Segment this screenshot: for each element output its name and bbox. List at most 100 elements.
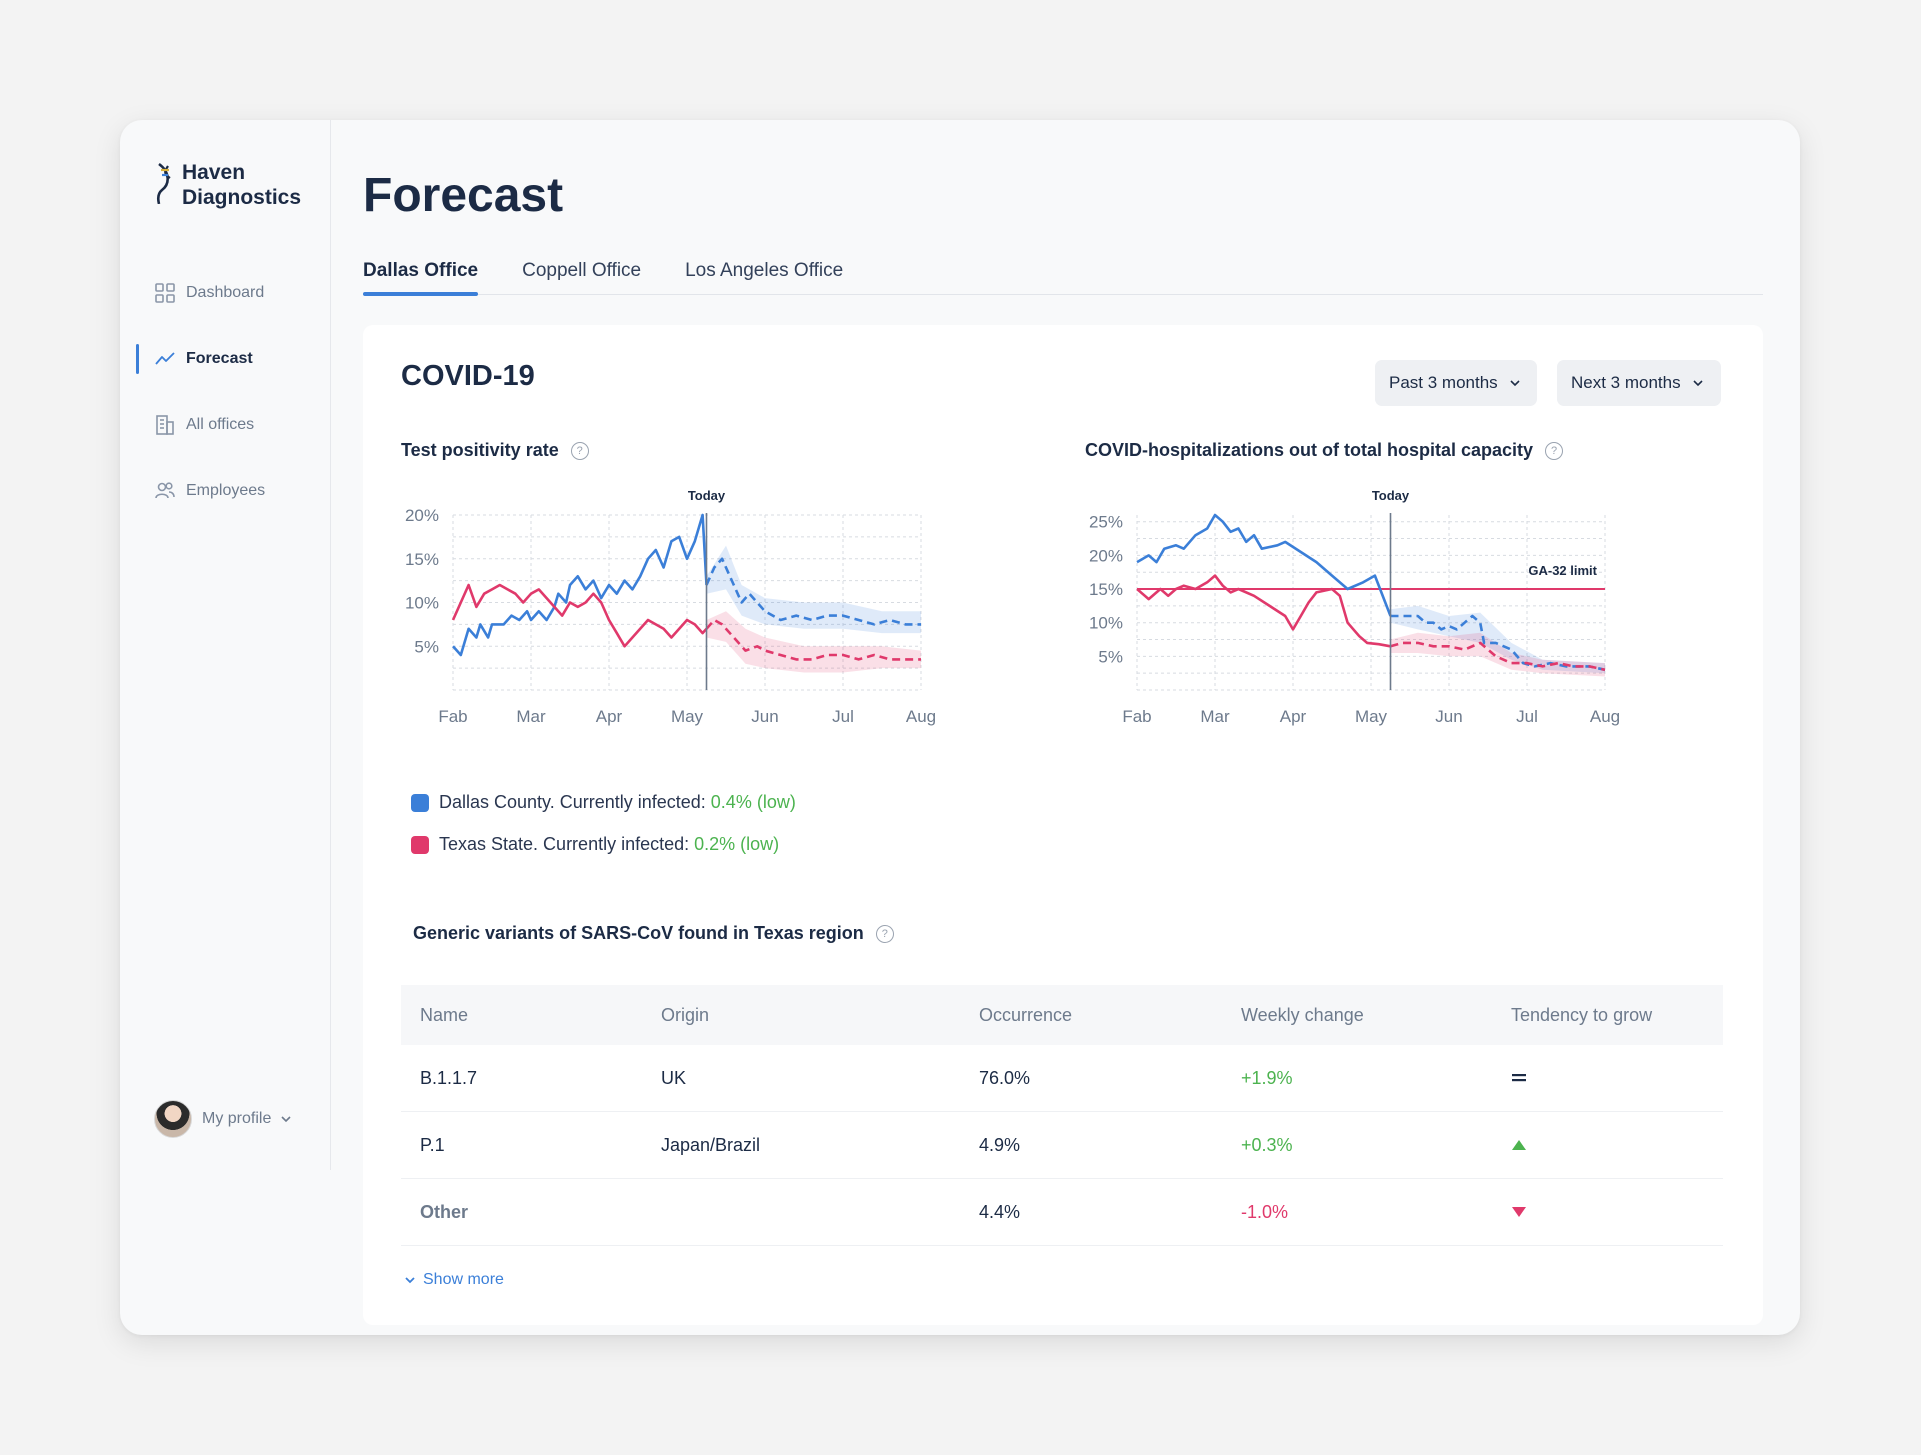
card-title: COVID-19	[401, 360, 535, 392]
profile-menu[interactable]: My profile	[154, 1100, 293, 1138]
table-row[interactable]: Other 4.4% -1.0%	[401, 1179, 1723, 1246]
column-header-occurrence[interactable]: Occurrence	[979, 1004, 1073, 1025]
chart-title-hospitalizations: COVID-hospitalizations out of total hosp…	[1085, 440, 1564, 461]
logo[interactable]: Haven Diagnostics	[154, 160, 301, 210]
hospitalizations-band-dallas-county	[1390, 605, 1605, 674]
hospitalizations-x-tick-label: Apr	[1280, 707, 1307, 726]
logo-line-2: Diagnostics	[182, 186, 302, 209]
table-row[interactable]: B.1.1.7 UK 76.0% +1.9%	[401, 1045, 1723, 1112]
hospitalizations-x-tick-label: May	[1355, 707, 1388, 726]
column-header-origin[interactable]: Origin	[661, 1004, 710, 1025]
variant-occurrence: 4.9%	[979, 1134, 1021, 1155]
table-header: Name Origin Occurrence Weekly change Ten…	[401, 985, 1723, 1045]
variant-name: P.1	[420, 1134, 445, 1155]
positivity-forecast-dallas-county	[705, 557, 921, 626]
tendency-down-icon	[1511, 1202, 1723, 1223]
hospitalizations-y-tick-label: 10%	[1089, 614, 1123, 633]
variant-origin: Japan/Brazil	[661, 1134, 761, 1155]
hospitalizations-threshold-label: GA-32 limit	[1528, 563, 1597, 578]
chevron-down-icon	[1510, 380, 1520, 387]
variant-name: B.1.1.7	[420, 1067, 478, 1088]
chevron-down-icon	[405, 1277, 415, 1284]
help-icon[interactable]: ?	[875, 924, 894, 943]
positivity-y-tick-label: 15%	[405, 550, 439, 569]
positivity-x-tick-label: Jun	[751, 707, 778, 726]
sidebar-item-label: Dashboard	[186, 284, 265, 301]
hospitalizations-y-tick-label: 5%	[1098, 647, 1123, 666]
positivity-series-dallas-county	[452, 513, 708, 657]
column-header-name[interactable]: Name	[420, 1004, 469, 1025]
legend-texas-text: Texas State. Currently infected:	[439, 834, 690, 854]
next-range-label: Next 3 months	[1571, 373, 1681, 392]
positivity-y-tick-label: 10%	[405, 594, 439, 613]
variant-name: Other	[420, 1201, 469, 1222]
variant-weekly-change: +0.3%	[1241, 1134, 1293, 1155]
legend-dallas-swatch	[411, 793, 429, 812]
positivity-band-dallas-county	[706, 545, 921, 634]
positivity-series-texas-state	[451, 583, 708, 648]
app-window: Haven Diagnostics Dashboard	[120, 120, 1800, 1335]
tendency-up-icon	[1511, 1135, 1723, 1156]
profile-label: My profile	[202, 1110, 272, 1127]
tab-coppell-office[interactable]: Coppell Office	[522, 260, 642, 281]
hospitalizations-y-tick-label: 20%	[1089, 546, 1123, 565]
legend-texas-value: 0.2% (low)	[694, 834, 780, 854]
hospitalizations-series-dallas-county	[1136, 513, 1392, 617]
variant-occurrence: 4.4%	[979, 1201, 1021, 1222]
main-content: Forecast Dallas Office Coppell Office Lo…	[363, 120, 1773, 1335]
logo-mark-icon	[156, 162, 171, 204]
sidebar-item-forecast[interactable]: Forecast	[120, 326, 330, 392]
hospitalizations-forecast-dallas-county	[1390, 614, 1606, 672]
sidebar-item-all-offices[interactable]: All offices	[120, 392, 330, 458]
forecast-icon	[154, 348, 176, 370]
sidebar-item-label: Employees	[186, 482, 266, 499]
hospitalizations-y-tick-label: 15%	[1089, 580, 1123, 599]
sidebar-nav: Dashboard Forecast All offices	[120, 260, 330, 524]
hospitalizations-today-label: Today	[1372, 488, 1410, 503]
show-more-label: Show more	[423, 1271, 504, 1288]
building-icon	[154, 414, 176, 436]
chevron-down-icon	[281, 1116, 291, 1123]
table-row[interactable]: P.1 Japan/Brazil 4.9% +0.3%	[401, 1112, 1723, 1179]
variants-title-text: Generic variants of SARS-CoV found in Te…	[413, 923, 864, 943]
hospitalizations-x-tick-label: Mar	[1200, 707, 1230, 726]
variant-weekly-change: -1.0%	[1241, 1201, 1289, 1222]
hospitalizations-x-tick-label: Fab	[1122, 707, 1151, 726]
past-range-dropdown[interactable]: Past 3 months	[1375, 360, 1537, 406]
chart-title-hospitalizations-text: COVID-hospitalizations out of total hosp…	[1085, 440, 1534, 460]
hospitalizations-series-texas-state	[1136, 574, 1391, 648]
legend-texas: Texas State. Currently infected: 0.2% (l…	[411, 834, 779, 855]
variants-table: Name Origin Occurrence Weekly change Ten…	[401, 985, 1723, 1246]
users-icon	[154, 480, 176, 502]
sidebar-item-label: Forecast	[186, 350, 253, 367]
chart-title-positivity-text: Test positivity rate	[401, 440, 559, 460]
legend-dallas-text: Dallas County. Currently infected:	[439, 792, 706, 812]
column-header-tendency[interactable]: Tendency to grow	[1511, 1004, 1653, 1025]
show-more-link[interactable]: Show more	[403, 1271, 504, 1289]
positivity-x-tick-label: Aug	[906, 707, 936, 726]
variant-origin: UK	[661, 1067, 687, 1088]
help-icon[interactable]: ?	[570, 441, 589, 460]
chevron-down-icon	[1693, 380, 1703, 387]
variant-occurrence: 76.0%	[979, 1067, 1031, 1088]
positivity-forecast-texas-state	[705, 618, 921, 661]
sidebar-item-dashboard[interactable]: Dashboard	[120, 260, 330, 326]
dashboard-icon	[154, 282, 176, 304]
hospitalizations-x-tick-label: Jun	[1435, 707, 1462, 726]
variants-title: Generic variants of SARS-CoV found in Te…	[413, 923, 894, 944]
positivity-chart: Fab Mar Apr May Jun Jul Aug 5% 10% 15% 20% Today	[405, 488, 936, 726]
sidebar-item-employees[interactable]: Employees	[120, 458, 330, 524]
covid-card: COVID-19 Past 3 months Next 3 months Tes…	[363, 325, 1763, 1325]
help-icon[interactable]: ?	[1545, 441, 1564, 460]
legend-dallas: Dallas County. Currently infected: 0.4% …	[411, 792, 796, 813]
hospitalizations-chart: Fab Mar Apr May Jun Jul Aug 5% 10% 15% 20% 25% GA-32…	[1089, 488, 1620, 726]
logo-line-1: Haven	[182, 161, 246, 184]
positivity-x-tick-label: Mar	[516, 707, 546, 726]
office-tabs: Dallas Office Coppell Office Los Angeles…	[363, 260, 1763, 296]
hospitalizations-forecast-texas-state	[1390, 641, 1606, 672]
tab-los-angeles-office[interactable]: Los Angeles Office	[685, 260, 844, 281]
column-header-weekly-change[interactable]: Weekly change	[1241, 1004, 1364, 1025]
next-range-dropdown[interactable]: Next 3 months	[1557, 360, 1721, 406]
hospitalizations-x-tick-label: Jul	[1516, 707, 1538, 726]
tab-dallas-office[interactable]: Dallas Office	[363, 260, 479, 296]
